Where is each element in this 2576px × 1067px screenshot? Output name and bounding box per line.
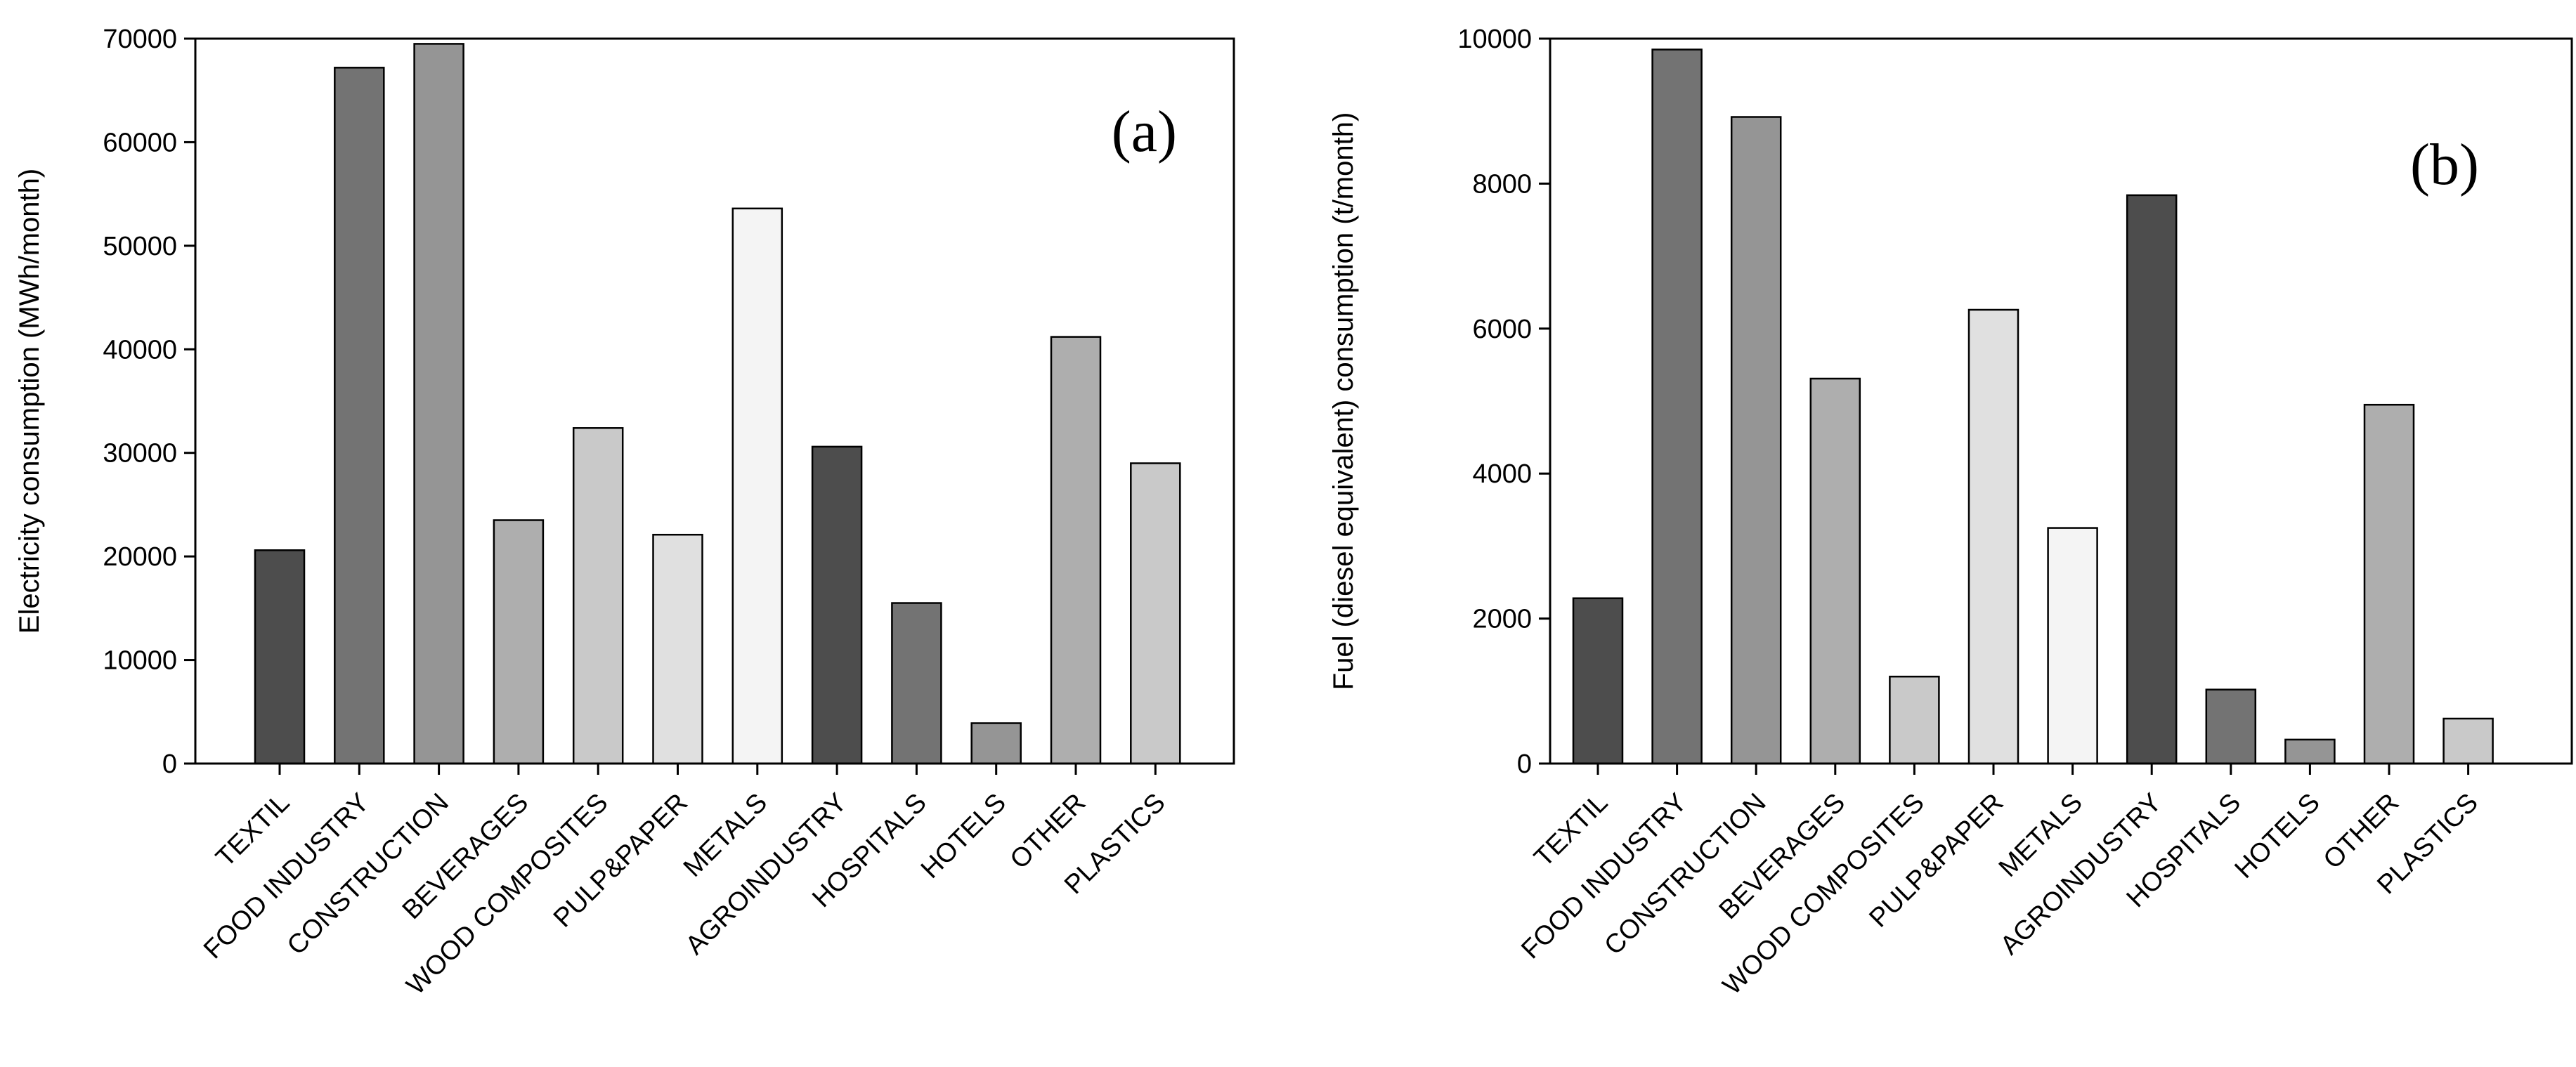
y-tick-label-a-5: 40000 [103,335,177,365]
y-tick-label-b-2: 2000 [1472,605,1532,634]
y-tick-label-a-3: 20000 [103,542,177,572]
panel-label-a: (a) [1112,99,1177,164]
bar-b-11 [2363,403,2415,765]
bar-a-1 [254,549,306,765]
bar-b-8 [2126,194,2178,765]
y-axis-title-a: Electricity consumption (MWh/month) [14,169,45,634]
bar-b-5 [1889,675,1940,765]
x-tick-label-b-10: HOTELS [2230,788,2326,884]
bar-b-7 [2047,527,2098,765]
y-tick-label-a-2: 10000 [103,646,177,676]
bar-a-4 [493,519,545,765]
bar-b-10 [2284,738,2336,765]
bar-a-2 [334,67,385,765]
y-tick-label-a-7: 60000 [103,128,177,157]
plot-frame-a [194,37,1235,765]
y-tick-label-a-6: 50000 [103,232,177,261]
x-tick-label-a-10: HOTELS [916,788,1012,884]
panel-label-b: (b) [2410,132,2479,197]
y-tick-label-b-1: 0 [1517,749,1532,779]
bar-a-9 [891,602,942,765]
bar-a-6 [652,533,703,765]
y-tick-label-b-3: 4000 [1472,459,1532,489]
x-tick-label-a-6: PULP&PAPER [548,788,694,934]
x-tick-label-b-6: PULP&PAPER [1863,788,2009,934]
bar-b-1 [1572,597,1624,765]
bar-a-8 [811,445,863,765]
plot-frame-b [1549,37,2573,765]
bar-a-12 [1130,462,1181,765]
bar-a-10 [970,722,1022,765]
y-tick-label-a-1: 0 [162,749,177,779]
bar-a-5 [572,427,624,765]
y-tick-label-a-8: 70000 [103,25,177,54]
y-axis-title-b: Fuel (diesel equivalent) consumption (t/… [1328,112,1359,690]
bar-a-3 [413,43,464,765]
y-tick-label-b-5: 8000 [1472,169,1532,199]
bar-b-2 [1651,48,1703,765]
bar-b-12 [2442,717,2494,765]
chart-panel-a: 010000200003000040000500006000070000TEXT… [14,25,1235,1001]
bar-b-4 [1809,377,1861,765]
bar-b-6 [1967,308,2019,765]
bar-b-9 [2205,688,2257,765]
y-tick-label-b-6: 10000 [1457,25,1532,54]
bar-b-3 [1730,116,1782,765]
bar-a-11 [1050,336,1102,765]
y-tick-label-b-4: 6000 [1472,315,1532,344]
bar-a-7 [731,207,783,765]
y-tick-label-a-4: 30000 [103,439,177,469]
